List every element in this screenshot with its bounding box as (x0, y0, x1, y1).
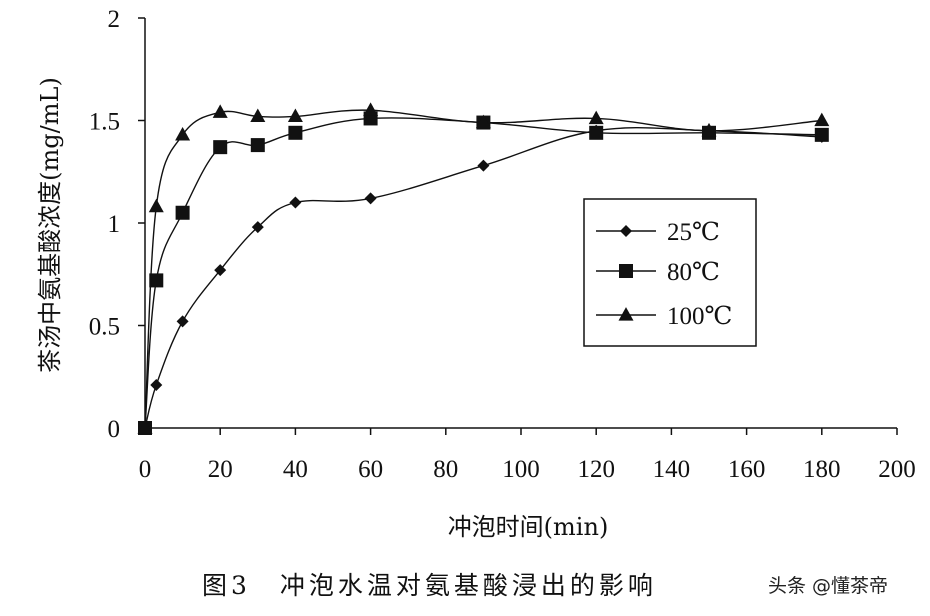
data-point (214, 264, 227, 277)
watermark: 头条 @懂茶帝 (768, 575, 889, 597)
y-axis-title: 茶汤中氨基酸浓度(mg/mL) (36, 77, 64, 373)
data-point (701, 122, 717, 137)
y-tick-label: 0 (108, 416, 121, 443)
series-line (144, 126, 822, 429)
x-tick-label: 200 (878, 456, 916, 483)
legend-marker (619, 264, 633, 278)
data-point (289, 196, 302, 209)
data-point (363, 102, 379, 116)
data-point (175, 126, 191, 141)
series-line (144, 109, 822, 429)
data-point (287, 108, 303, 123)
data-point (150, 378, 163, 391)
x-tick-label: 160 (728, 456, 766, 483)
legend-label: 80℃ (667, 259, 720, 286)
data-point (250, 108, 266, 123)
legend-marker (618, 307, 634, 321)
legend-label: 100℃ (667, 303, 732, 330)
series-1 (139, 124, 828, 434)
data-point (148, 198, 164, 213)
data-point (364, 192, 377, 205)
data-point (589, 125, 604, 140)
legend-box (583, 198, 757, 347)
y-tick-label: 1 (108, 211, 121, 238)
series-2 (138, 111, 829, 435)
x-tick-label: 100 (502, 456, 540, 483)
data-point (288, 125, 303, 140)
data-point (251, 221, 264, 234)
data-point (250, 138, 265, 153)
x-tick-label: 180 (803, 456, 841, 483)
x-tick-label: 80 (433, 456, 458, 483)
y-ticks: 0 0.5 1 1.5 2 (89, 6, 145, 443)
y-tick-label: 0.5 (89, 314, 120, 341)
data-point (477, 159, 490, 172)
data-point (213, 140, 228, 155)
series-3 (137, 102, 830, 434)
series-line (144, 117, 822, 429)
figure-caption: 图3 冲泡水温对氨基酸浸出的影响 (202, 571, 657, 600)
x-tick-label: 0 (139, 456, 152, 483)
legend-marker (620, 225, 632, 237)
x-tick-label: 120 (577, 456, 615, 483)
data-point (137, 420, 153, 434)
y-tick-label: 2 (108, 6, 121, 33)
data-point (175, 205, 190, 220)
legend: 25℃ 80℃ 100℃ (583, 198, 757, 347)
x-tick-label: 60 (358, 456, 383, 483)
data-point (176, 315, 189, 328)
data-point (588, 110, 604, 125)
data-point (149, 273, 164, 288)
data-point (475, 114, 491, 129)
y-tick-label: 1.5 (89, 109, 120, 136)
x-tick-label: 40 (283, 456, 308, 483)
data-point (814, 127, 829, 142)
x-tick-label: 140 (653, 456, 691, 483)
data-point (814, 112, 830, 127)
x-axis-title: 冲泡时间(min) (448, 513, 609, 541)
series-layer (137, 102, 830, 435)
legend-label: 25℃ (667, 219, 720, 246)
x-tick-label: 20 (208, 456, 233, 483)
data-point (212, 104, 228, 118)
x-ticks: 0 20 40 60 80 100 120 140 160 180 200 (139, 428, 916, 483)
